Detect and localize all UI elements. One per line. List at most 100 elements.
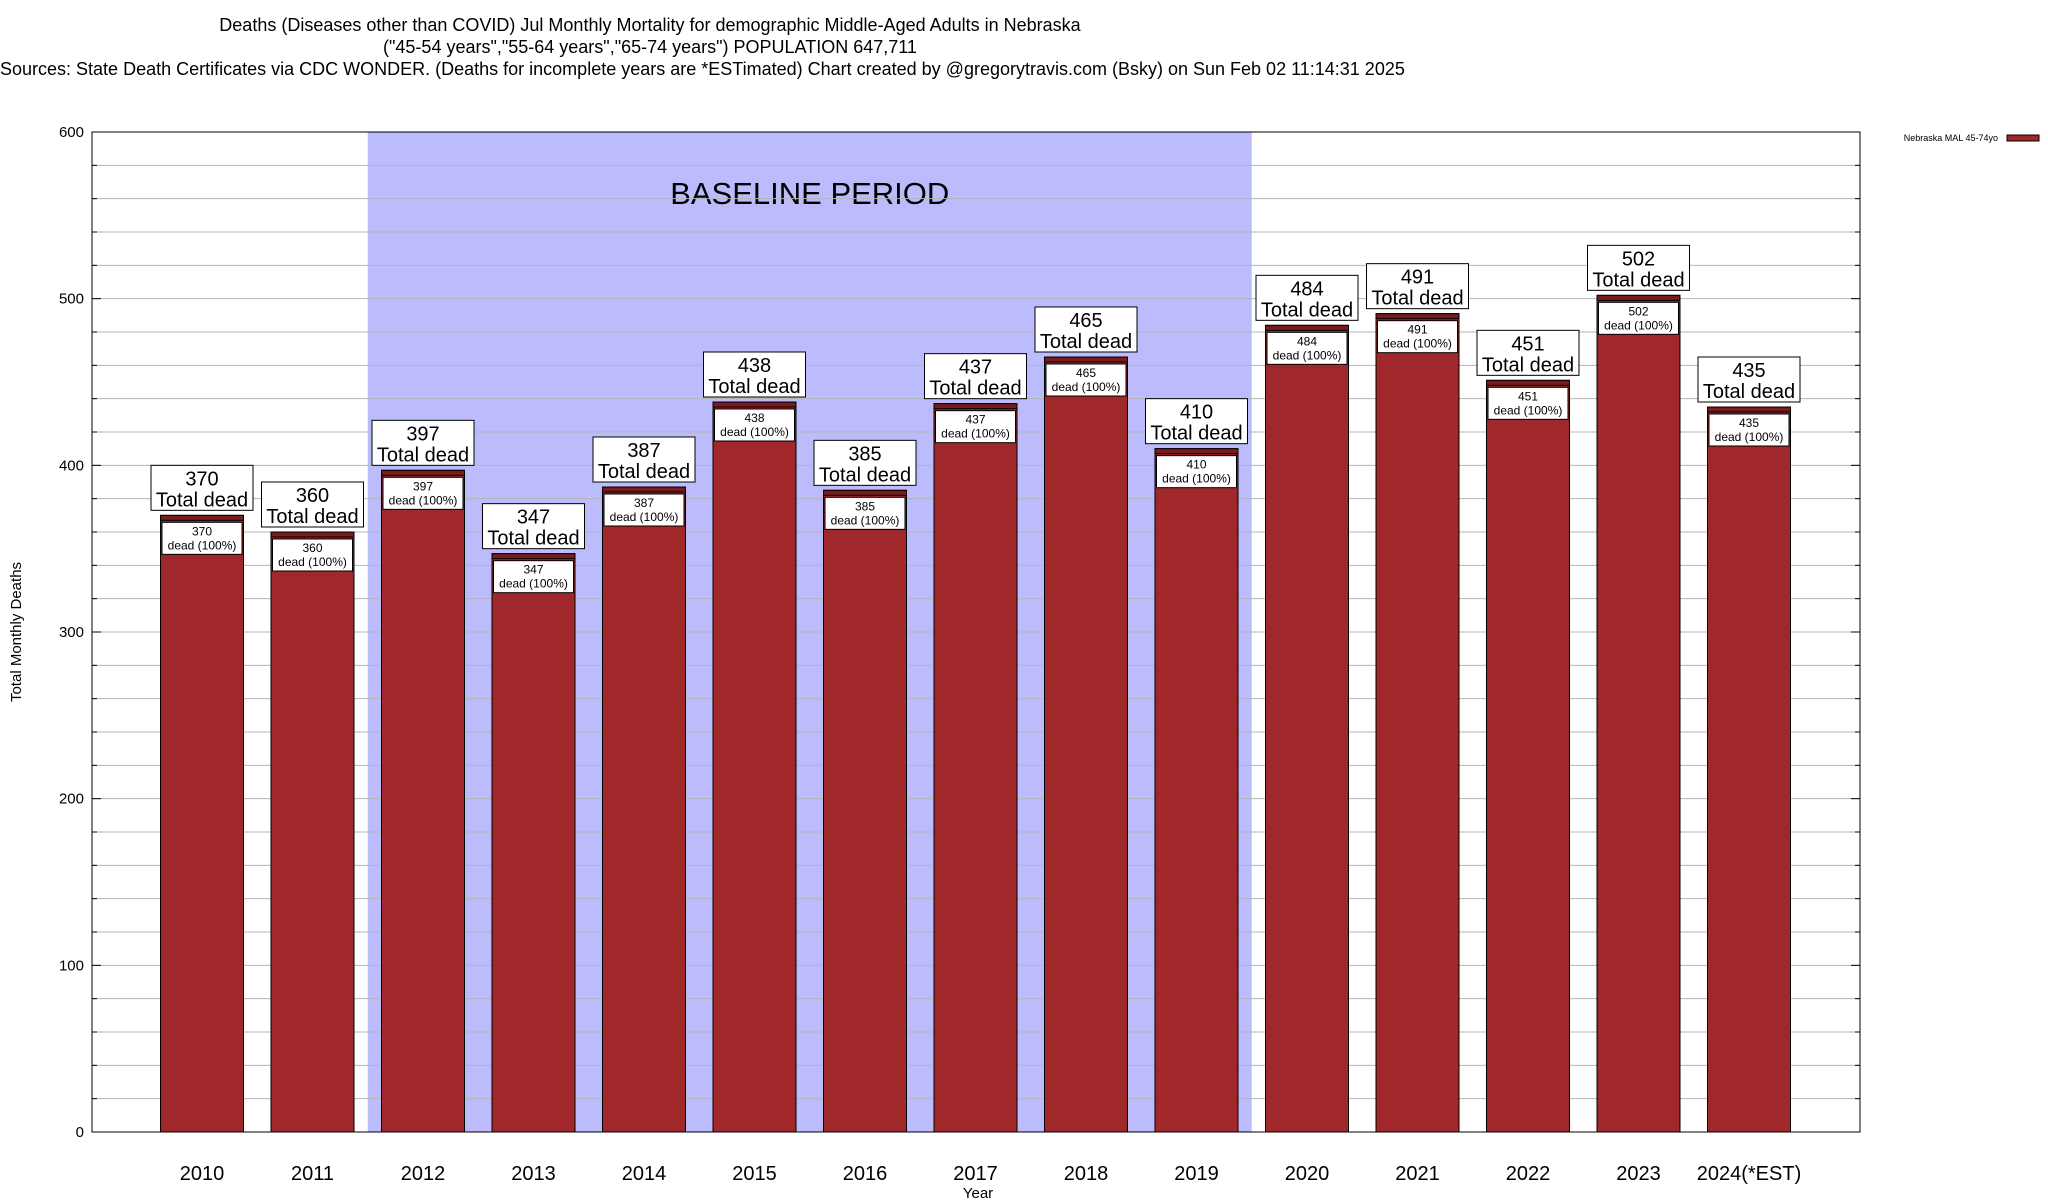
total-dead-text: Total dead [377, 444, 469, 466]
x-tick-label: 2011 [291, 1163, 334, 1185]
x-tick-label: 2023 [1616, 1163, 1661, 1185]
bar-cap [1707, 406, 1791, 413]
inner-dead-value: 437 [965, 413, 985, 427]
bar-cap [602, 486, 686, 493]
bar-cap [933, 403, 1018, 410]
total-dead-value: 397 [406, 423, 439, 445]
bar-2011 [270, 531, 355, 1133]
total-dead-text: Total dead [1150, 423, 1242, 445]
y-tick-label: 600 [59, 124, 84, 141]
inner-dead-text: dead (100%) [1052, 380, 1121, 394]
bar-2021 [1375, 313, 1460, 1133]
inner-dead-value: 465 [1076, 366, 1096, 380]
total-dead-text: Total dead [487, 528, 579, 550]
bars-layer [160, 294, 1791, 1133]
total-dead-text: Total dead [1371, 288, 1463, 310]
total-dead-box [1587, 244, 1690, 291]
total-dead-box [703, 351, 806, 398]
total-dead-box [371, 419, 475, 466]
inner-dead-box [1156, 455, 1237, 489]
inner-dead-box [1045, 363, 1127, 397]
bar-cap [1596, 294, 1681, 301]
inner-dead-text: dead (100%) [278, 555, 347, 569]
inner-dead-box [1266, 331, 1348, 365]
total-dead-box [482, 503, 585, 550]
total-dead-box [592, 436, 696, 483]
x-tick-label: 2021 [1395, 1163, 1440, 1185]
total-dead-text: Total dead [1592, 269, 1684, 291]
total-dead-text: Total dead [1703, 381, 1795, 403]
bar-2015 [712, 401, 797, 1133]
inner-dead-text: dead (100%) [1383, 337, 1452, 351]
total-dead-box [150, 464, 254, 511]
bar-cap [712, 401, 797, 408]
y-tick-label: 100 [59, 957, 84, 974]
bar-2012 [381, 469, 465, 1133]
inner-dead-value: 370 [192, 524, 212, 538]
x-tick-label: 2012 [401, 1163, 446, 1185]
bar-2020 [1265, 324, 1349, 1133]
total-dead-text: Total dead [266, 506, 358, 528]
x-tick-label: 2013 [511, 1163, 556, 1185]
x-tick-label: 2020 [1285, 1163, 1330, 1185]
inner-dead-value: 435 [1739, 416, 1759, 430]
inner-dead-box [382, 476, 464, 510]
baseline-period-label: BASELINE PERIOD [670, 176, 949, 211]
total-dead-value: 465 [1069, 310, 1102, 332]
legend-entry-label: Nebraska MAL 45-74yo [1904, 133, 1998, 143]
bar-cap [1265, 324, 1349, 331]
bar-2010 [160, 514, 244, 1133]
total-dead-box [1145, 398, 1248, 445]
total-dead-value: 435 [1732, 360, 1765, 382]
inner-dead-box [1598, 301, 1679, 335]
inner-dead-box [1377, 320, 1458, 354]
inner-dead-value: 387 [634, 496, 654, 510]
y-axis-title: Total Monthly Deaths [8, 562, 25, 702]
x-tick-label: 2022 [1506, 1163, 1551, 1185]
bar-cap [1154, 448, 1239, 455]
legend: Nebraska MAL 45-74yo [1904, 133, 2040, 143]
total-dead-box [924, 353, 1027, 400]
total-dead-box [1697, 356, 1801, 403]
bar-2019 [1154, 448, 1239, 1133]
total-dead-text: Total dead [819, 464, 911, 486]
inner-dead-text: dead (100%) [1494, 403, 1563, 417]
total-dead-box [1034, 306, 1138, 353]
y-tick-label: 500 [59, 291, 84, 308]
bar-cap [160, 514, 244, 521]
total-dead-text: Total dead [929, 378, 1021, 400]
bar-2016 [823, 489, 907, 1133]
bar-cap [491, 553, 576, 560]
total-dead-value: 387 [627, 440, 660, 462]
y-tick-label: 200 [59, 791, 84, 808]
total-dead-box [1366, 263, 1469, 310]
total-dead-text: Total dead [156, 489, 248, 511]
bar-cap [1375, 313, 1460, 320]
total-dead-text: Total dead [1482, 354, 1574, 376]
x-tick-label: 2018 [1064, 1163, 1109, 1185]
bar-cap [823, 489, 907, 496]
inner-dead-text: dead (100%) [831, 513, 900, 527]
bar-2022 [1486, 379, 1570, 1133]
inner-dead-box [714, 408, 795, 442]
inner-dead-value: 385 [855, 499, 875, 513]
inner-dead-value: 410 [1186, 458, 1206, 472]
inner-dead-text: dead (100%) [610, 510, 679, 524]
inner-dead-value: 451 [1518, 389, 1538, 403]
total-dead-text: Total dead [1261, 299, 1353, 321]
inner-dead-value: 484 [1297, 334, 1317, 348]
